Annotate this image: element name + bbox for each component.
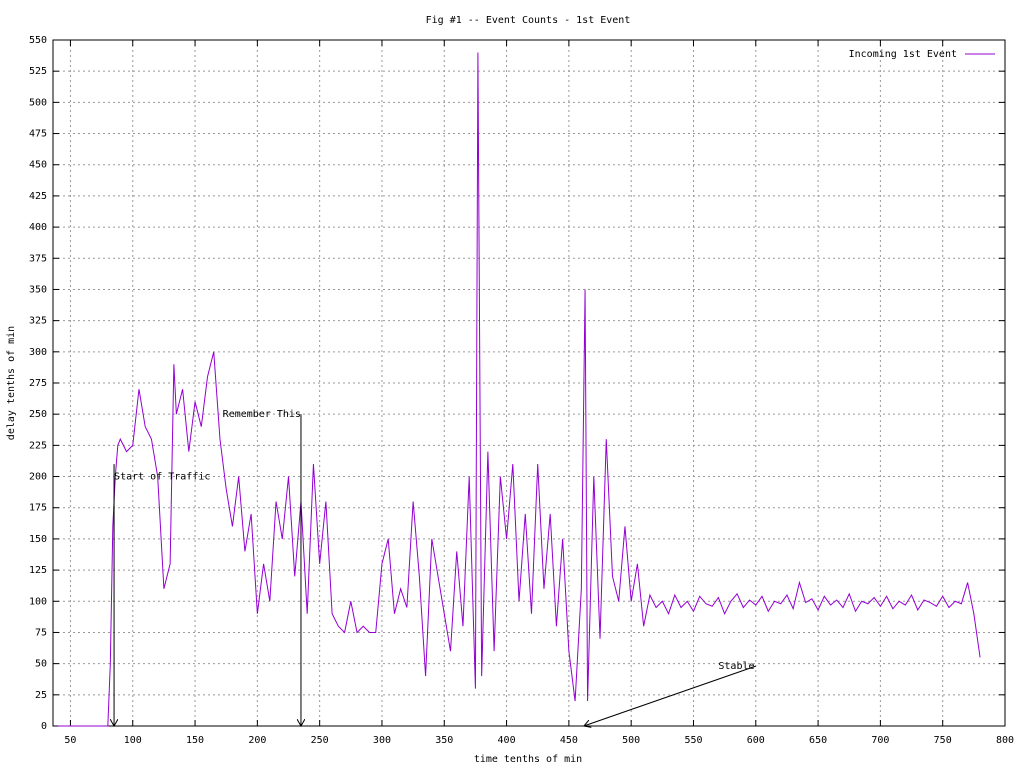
x-axis-label: time tenths of min <box>474 754 582 765</box>
y-tick-label: 125 <box>29 565 47 576</box>
y-tick-label: 75 <box>35 627 47 638</box>
x-tick-label: 400 <box>498 735 516 746</box>
x-tick-label: 150 <box>186 735 204 746</box>
y-tick-label: 425 <box>29 191 47 202</box>
x-tick-label: 200 <box>248 735 266 746</box>
x-tick-label: 250 <box>311 735 329 746</box>
x-tick-label: 350 <box>435 735 453 746</box>
y-tick-label: 400 <box>29 222 47 233</box>
y-tick-label: 375 <box>29 253 47 264</box>
y-axis-label: delay tenths of min <box>6 326 17 440</box>
plot-frame <box>52 39 1006 727</box>
y-tick-label: 550 <box>29 35 47 46</box>
y-tick-label: 150 <box>29 534 47 545</box>
y-tick-label: 250 <box>29 409 47 420</box>
y-tick-label: 100 <box>29 596 47 607</box>
y-tick-label: 500 <box>29 97 47 108</box>
y-tick-label: 200 <box>29 472 47 483</box>
y-tick-label: 450 <box>29 160 47 171</box>
x-tick-label: 650 <box>809 735 827 746</box>
y-tick-label: 300 <box>29 347 47 358</box>
annotation-label: Stable <box>718 661 754 672</box>
data-line <box>57 52 981 727</box>
y-tick-label: 525 <box>29 66 47 77</box>
x-tick-label: 600 <box>747 735 765 746</box>
y-tick-label: 225 <box>29 440 47 451</box>
y-tick-label: 275 <box>29 378 47 389</box>
y-tick-label: 25 <box>35 690 47 701</box>
y-tick-label: 325 <box>29 316 47 327</box>
y-tick-label: 175 <box>29 503 47 514</box>
y-tick-label: 50 <box>35 659 47 670</box>
y-tick-label: 350 <box>29 284 47 295</box>
x-tick-label: 500 <box>622 735 640 746</box>
x-tick-label: 300 <box>373 735 391 746</box>
y-tick-label: 0 <box>41 721 47 732</box>
x-tick-label: 700 <box>871 735 889 746</box>
x-tick-label: 450 <box>560 735 578 746</box>
annotation-label: Remember This <box>223 409 301 420</box>
x-tick-label: 550 <box>684 735 702 746</box>
x-tick-label: 750 <box>934 735 952 746</box>
y-tick-label: 475 <box>29 129 47 140</box>
x-tick-label: 50 <box>64 735 76 746</box>
chart-title: Fig #1 -- Event Counts - 1st Event <box>426 15 631 26</box>
x-tick-label: 100 <box>124 735 142 746</box>
legend-label: Incoming 1st Event <box>849 49 957 60</box>
annotation-arrow <box>584 665 756 726</box>
annotation-label: Start of Traffic <box>114 472 210 483</box>
x-tick-label: 800 <box>996 735 1014 746</box>
